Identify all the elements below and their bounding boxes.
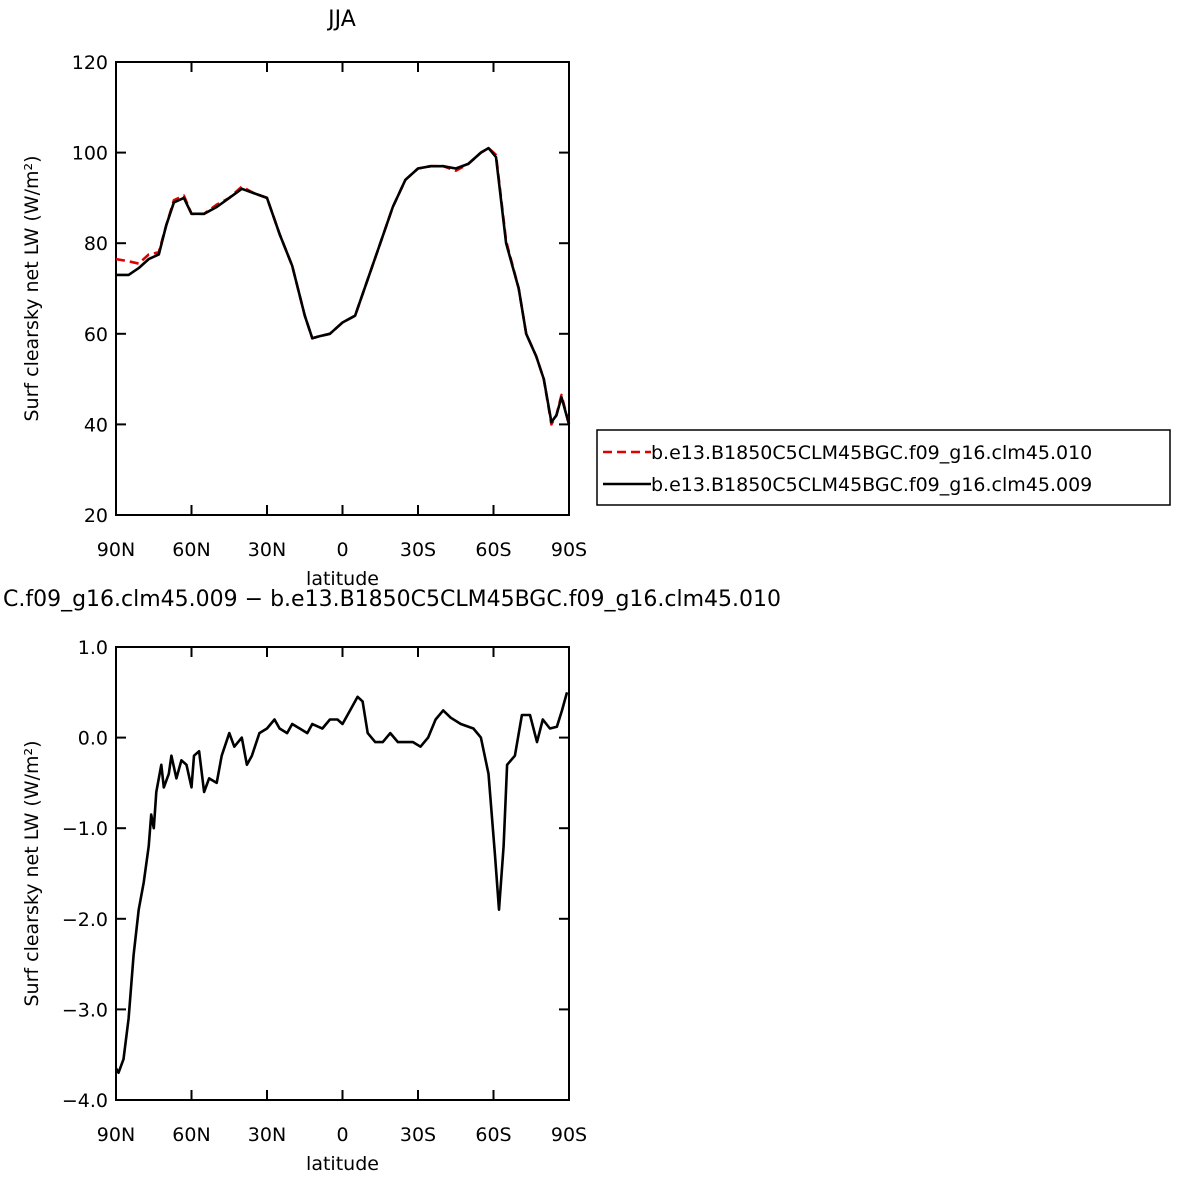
y-axis-label: Surf clearsky net LW (W/m²) (21, 740, 43, 1006)
x-tick-label: 0 (336, 1124, 348, 1146)
x-tick-label: 60N (172, 1124, 210, 1146)
x-axis-label: latitude (306, 1153, 379, 1175)
x-tick-label: 30N (248, 1124, 286, 1146)
y-tick-label: 1.0 (78, 637, 108, 659)
x-tick-label: 90S (551, 1124, 587, 1146)
x-tick-label: 90N (97, 539, 135, 561)
legend-box (596, 429, 1171, 506)
legend-label: b.e13.B1850C5CLM45BGC.f09_g16.clm45.009 (651, 474, 1092, 496)
y-tick-label: −3.0 (62, 999, 108, 1021)
y-tick-label: 60 (84, 324, 108, 346)
legend-label: b.e13.B1850C5CLM45BGC.f09_g16.clm45.010 (651, 442, 1092, 464)
x-tick-label: 60N (172, 539, 210, 561)
y-tick-label: 20 (84, 505, 108, 527)
x-tick-label: 30N (248, 539, 286, 561)
x-tick-label: 30S (400, 1124, 436, 1146)
y-tick-label: −4.0 (62, 1090, 108, 1112)
x-tick-label: 30S (400, 539, 436, 561)
y-tick-label: 120 (72, 52, 108, 74)
x-tick-label: 60S (475, 539, 511, 561)
x-tick-label: 90N (97, 1124, 135, 1146)
y-tick-label: 40 (84, 414, 108, 436)
plot-frame (115, 61, 570, 516)
chart-title: JJA (326, 7, 356, 32)
x-tick-label: 60S (475, 1124, 511, 1146)
x-axis-label: latitude (306, 568, 379, 590)
data-line (114, 691, 569, 1075)
y-tick-label: −2.0 (62, 909, 108, 931)
y-tick-label: −1.0 (62, 818, 108, 840)
y-axis-label: Surf clearsky net LW (W/m²) (21, 155, 43, 421)
chart-title: C.f09_g16.clm45.009 − b.e13.B1850C5CLM45… (3, 587, 781, 612)
y-tick-label: 100 (72, 143, 108, 165)
y-tick-label: 80 (84, 233, 108, 255)
x-tick-label: 90S (551, 539, 587, 561)
y-tick-label: 0.0 (78, 728, 108, 750)
data-line (116, 146, 571, 425)
x-tick-label: 0 (336, 539, 348, 561)
